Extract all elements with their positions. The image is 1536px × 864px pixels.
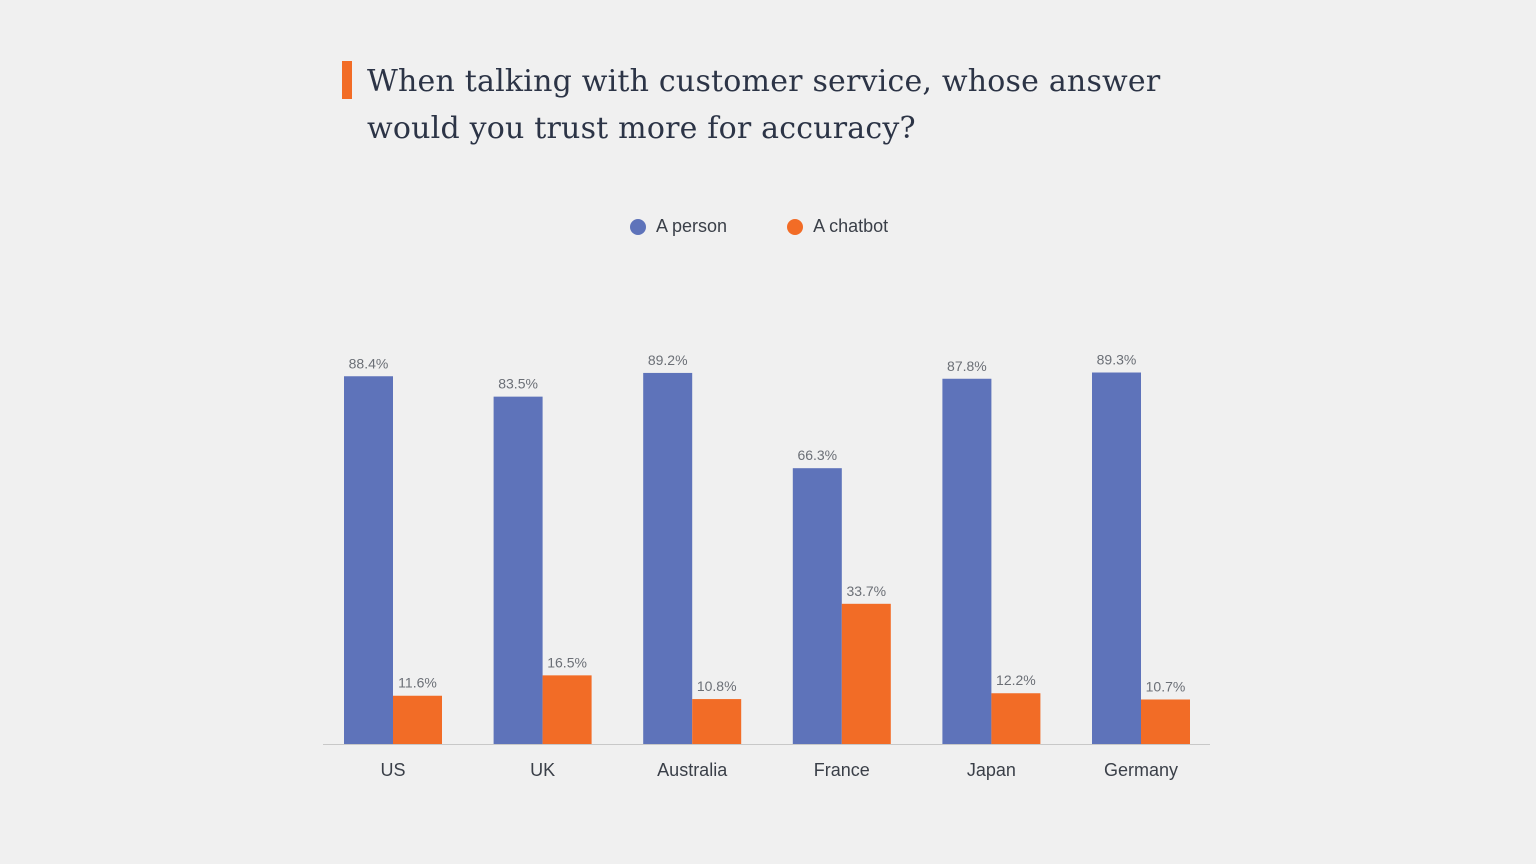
bar-person-us	[344, 376, 393, 744]
legend-item-person: A person	[630, 216, 727, 237]
bar-chatbot-france	[841, 603, 891, 744]
chart-title-block: When talking with customer service, whos…	[342, 58, 1162, 152]
bar-person-france	[792, 468, 842, 744]
data-label-person-france: 66.3%	[797, 447, 837, 463]
title-accent-bar	[342, 61, 352, 99]
chart-title: When talking with customer service, whos…	[367, 64, 1161, 146]
x-tick-label-japan: Japan	[967, 760, 1016, 780]
x-tick-label-france: France	[814, 760, 870, 780]
legend-label-person: A person	[656, 216, 728, 236]
x-tick-label-uk: UK	[530, 760, 555, 780]
x-tick-label-germany: Germany	[1104, 760, 1178, 780]
legend-dot-icon	[787, 218, 804, 235]
x-tick-label-us: US	[380, 760, 405, 780]
data-label-chatbot-uk: 16.5%	[547, 654, 587, 670]
legend-item-chatbot: A chatbot	[787, 216, 888, 237]
data-label-chatbot-france: 33.7%	[846, 583, 886, 599]
bar-person-australia	[643, 372, 693, 744]
x-tick-label-australia: Australia	[657, 760, 728, 780]
data-label-chatbot-us: 11.6%	[398, 675, 437, 691]
bar-chatbot-australia	[692, 699, 742, 744]
bar-chatbot-japan	[991, 693, 1041, 744]
data-label-chatbot-australia: 10.8%	[697, 678, 737, 694]
bar-chatbot-uk	[542, 675, 592, 744]
legend-label-chatbot: A chatbot	[813, 216, 889, 236]
legend-dot-icon	[630, 218, 646, 235]
data-label-chatbot-japan: 12.2%	[996, 672, 1036, 688]
bar-chatbot-us	[393, 695, 442, 744]
legend: A person A chatbot	[630, 216, 888, 237]
data-label-person-us: 88.4%	[349, 355, 389, 371]
bar-person-germany	[1092, 372, 1141, 744]
data-label-chatbot-germany: 10.7%	[1146, 678, 1186, 694]
bar-person-uk	[493, 396, 543, 744]
data-label-person-germany: 89.3%	[1097, 352, 1137, 368]
data-label-person-japan: 87.8%	[947, 358, 987, 374]
data-label-person-australia: 89.2%	[648, 352, 688, 368]
bar-person-japan	[942, 378, 992, 744]
data-label-person-uk: 83.5%	[498, 376, 538, 392]
bar-chatbot-germany	[1141, 699, 1190, 744]
